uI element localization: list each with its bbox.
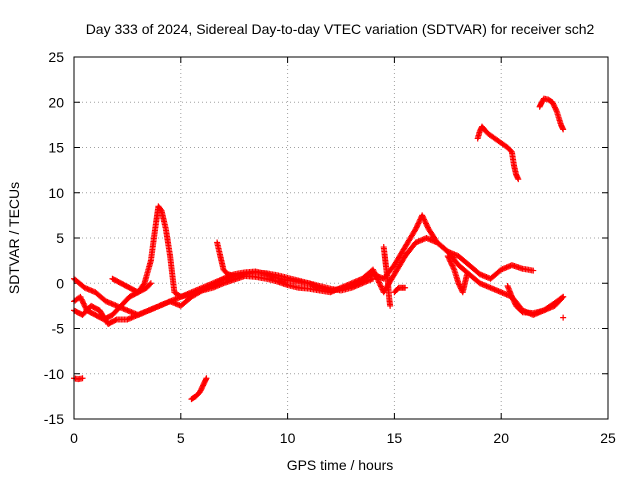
data-point (450, 265, 457, 272)
series-track-i (504, 282, 567, 317)
data-point (423, 221, 430, 228)
data-point (560, 314, 567, 321)
data-point (446, 255, 453, 262)
y-tick-label: 10 (48, 185, 64, 201)
y-tick-label: 15 (48, 140, 64, 156)
series-track-g (391, 284, 409, 296)
data-point (370, 275, 377, 282)
plot-frame (73, 56, 609, 420)
chart-title: Day 333 of 2024, Sidereal Day-to-day VTE… (86, 21, 595, 37)
series-track-a (71, 203, 537, 323)
x-tick-label: 5 (177, 430, 185, 446)
data-point (112, 317, 119, 324)
data-point (530, 267, 537, 274)
data-point (423, 220, 430, 227)
data-point (203, 375, 210, 382)
y-tick-label: 5 (56, 230, 64, 246)
data-point (414, 221, 421, 228)
data-point (413, 224, 420, 231)
data-point (147, 280, 154, 287)
y-tick-label: 25 (48, 49, 64, 65)
data-point (420, 215, 427, 222)
data-point (449, 262, 456, 269)
series-track-h (444, 253, 471, 296)
y-tick-label: -15 (44, 411, 64, 427)
data-point (414, 223, 421, 230)
data-point (560, 293, 567, 300)
data-point (421, 216, 428, 223)
data-points (71, 95, 567, 403)
data-point (448, 259, 455, 266)
grid (73, 56, 609, 420)
series-track-n (560, 314, 567, 321)
data-point (415, 220, 422, 227)
x-tick-label: 20 (493, 430, 509, 446)
data-point (515, 176, 522, 183)
data-point (424, 223, 431, 230)
x-axis-label: GPS time / hours (287, 457, 394, 473)
x-tick-label: 10 (280, 430, 296, 446)
y-tick-label: -10 (44, 366, 64, 382)
data-point (81, 303, 88, 310)
data-point (80, 300, 87, 307)
data-point (387, 302, 394, 309)
data-point (419, 213, 426, 220)
data-point (231, 273, 238, 280)
data-point (77, 293, 84, 300)
data-point (415, 219, 422, 226)
data-point (448, 261, 455, 268)
data-point (78, 295, 85, 302)
series-track-e (214, 239, 238, 280)
y-tick-label: -5 (52, 321, 65, 337)
data-point (560, 126, 567, 133)
y-tick-label: 0 (56, 275, 64, 291)
data-point (422, 219, 429, 226)
series-track-c (71, 269, 377, 318)
data-point (412, 225, 419, 232)
data-point (464, 271, 471, 278)
series-track-d (109, 275, 154, 296)
data-point (78, 296, 85, 303)
data-point (402, 284, 409, 291)
data-point (79, 299, 86, 306)
data-point (558, 294, 565, 301)
x-tick-label: 0 (70, 430, 78, 446)
series-track-j (71, 375, 86, 383)
data-point (140, 281, 147, 288)
data-point (416, 217, 423, 224)
series-track-f (380, 244, 394, 309)
data-point (507, 147, 514, 154)
x-tick-label: 15 (387, 430, 403, 446)
x-tick-label: 25 (600, 430, 616, 446)
data-point (79, 297, 86, 304)
data-point (79, 375, 86, 382)
data-point (449, 263, 456, 270)
data-point (146, 281, 153, 288)
data-point (157, 206, 164, 213)
series-track-k (188, 375, 210, 403)
data-point (81, 301, 88, 308)
data-point (446, 257, 453, 264)
data-point (444, 253, 451, 260)
y-axis-label: SDTVAR / TECUs (6, 182, 22, 294)
data-point (421, 217, 428, 224)
data-point (445, 254, 452, 261)
data-point (419, 212, 426, 219)
data-point (447, 258, 454, 265)
series-track-b (71, 235, 567, 327)
series-track-m (536, 95, 567, 133)
series-track-l (474, 123, 522, 183)
y-tick-label: 20 (48, 94, 64, 110)
data-point (553, 107, 560, 114)
tick-labels: 0 5 10 15 20 25 -15 -10 -5 0 5 10 15 20 25 (44, 49, 616, 446)
